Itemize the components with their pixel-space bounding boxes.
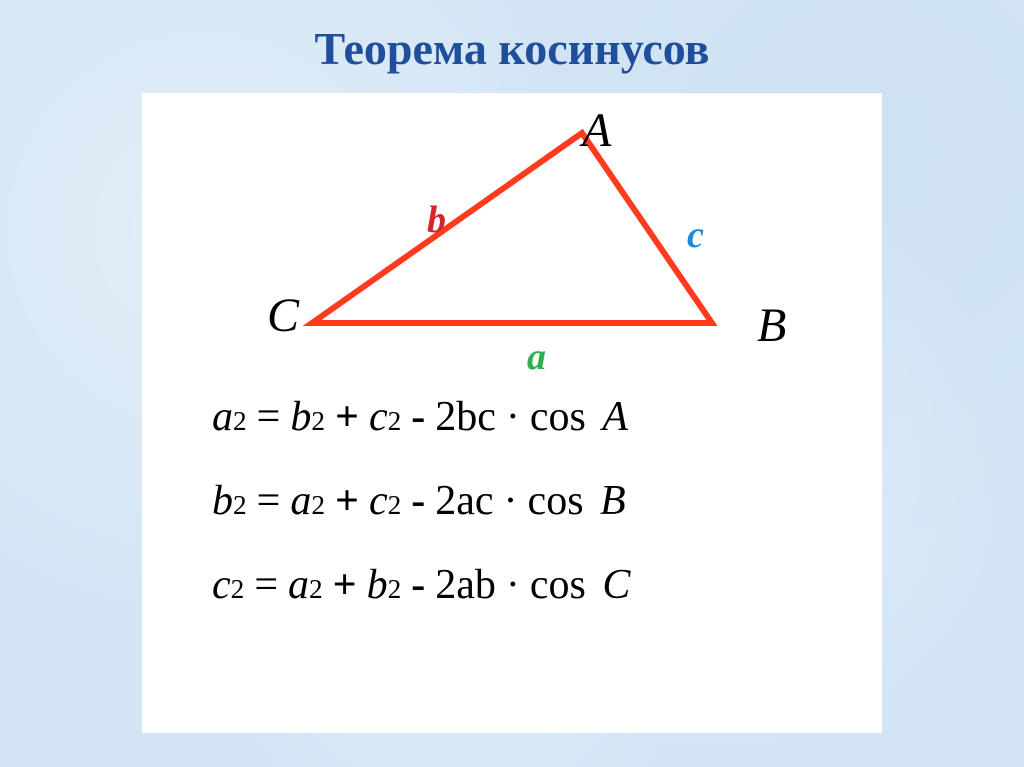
formula-row: a2=b2+c2-2bc·cos A [212,393,842,441]
slide-title: Теорема косинусов [0,0,1024,75]
formula-lhs: c2 [212,561,244,609]
formula-term: b2 [290,393,325,441]
formula-row: b2=a2+c2-2ac·cos B [212,477,842,525]
formula-term: b2 [367,561,402,609]
equals-op: = [253,393,285,441]
formula-cos: cos [528,477,584,525]
formula-lhs: a2 [212,393,247,441]
formula-coef: 2ac [435,477,493,525]
side-label-a: a [527,335,546,379]
equals-op: = [250,561,282,609]
dot-op: · [502,561,524,609]
minus-op: - [407,477,429,525]
side-label-c: c [687,213,704,257]
formula-term: a2 [288,561,323,609]
minus-op: - [407,561,429,609]
formula-angle: C [592,561,631,609]
formulas-block: a2=b2+c2-2bc·cos Ab2=a2+c2-2ac·cos Bc2=a… [182,393,842,609]
formula-cos: cos [530,393,586,441]
plus-op: + [331,477,363,525]
formula-term: c2 [369,477,401,525]
formula-angle: A [592,393,628,441]
minus-op: - [407,393,429,441]
formula-row: c2=a2+b2-2ab·cos C [212,561,842,609]
vertex-label-a: A [582,103,611,158]
equals-op: = [253,477,285,525]
formula-lhs: b2 [212,477,247,525]
formula-coef: 2ab [435,561,496,609]
formula-coef: 2bc [435,393,496,441]
dot-op: · [500,477,522,525]
side-label-b: b [427,198,446,242]
formula-cos: cos [530,561,586,609]
triangle-diagram: A B C a b c [182,103,842,383]
vertex-label-b: B [757,298,786,353]
formula-term: c2 [369,393,401,441]
dot-op: · [502,393,524,441]
formula-term: a2 [290,477,325,525]
vertex-label-c: C [267,288,299,343]
plus-op: + [329,561,361,609]
content-card: A B C a b c a2=b2+c2-2bc·cos Ab2=a2+c2-2… [142,93,882,733]
plus-op: + [331,393,363,441]
formula-angle: B [590,477,626,525]
